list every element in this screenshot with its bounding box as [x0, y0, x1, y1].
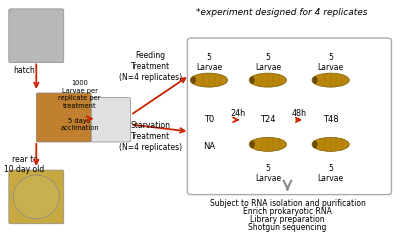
Text: T24: T24: [260, 115, 276, 124]
Text: 5
Larvae: 5 Larvae: [255, 53, 281, 72]
Ellipse shape: [191, 76, 196, 84]
Text: Starvation
Treatment
(N=4 replicates): Starvation Treatment (N=4 replicates): [118, 121, 182, 152]
Text: 1000
Larvae per
replicate per
treatment

5 days
acclimation: 1000 Larvae per replicate per treatment …: [58, 80, 101, 131]
Ellipse shape: [250, 139, 264, 149]
Text: Library preparation: Library preparation: [250, 215, 325, 224]
Text: NA: NA: [203, 142, 215, 151]
Ellipse shape: [312, 139, 326, 149]
FancyBboxPatch shape: [9, 9, 64, 63]
Text: Subject to RNA isolation and purification: Subject to RNA isolation and purificatio…: [210, 200, 365, 208]
Text: 48h: 48h: [292, 110, 307, 118]
Ellipse shape: [249, 137, 286, 151]
Ellipse shape: [190, 73, 228, 87]
Ellipse shape: [13, 175, 59, 219]
Ellipse shape: [312, 73, 349, 87]
Text: *experiment designed for 4 replicates: *experiment designed for 4 replicates: [196, 8, 367, 17]
Ellipse shape: [250, 141, 255, 148]
Text: 5
Larvae: 5 Larvae: [255, 164, 281, 183]
Text: 5
Larvae: 5 Larvae: [318, 164, 344, 183]
Ellipse shape: [191, 75, 205, 85]
Text: 5
Larvae: 5 Larvae: [196, 53, 222, 72]
FancyBboxPatch shape: [91, 98, 130, 142]
FancyBboxPatch shape: [9, 170, 64, 224]
Text: T0: T0: [204, 115, 214, 124]
Ellipse shape: [312, 137, 349, 151]
Ellipse shape: [312, 76, 318, 84]
Ellipse shape: [312, 141, 318, 148]
Text: 24h: 24h: [231, 110, 246, 118]
Text: rear to
10 day old: rear to 10 day old: [4, 155, 45, 174]
Text: 5
Larvae: 5 Larvae: [318, 53, 344, 72]
Text: Enrich prokaryotic RNA: Enrich prokaryotic RNA: [243, 207, 332, 216]
Text: hatch: hatch: [14, 66, 36, 75]
Ellipse shape: [249, 73, 286, 87]
FancyBboxPatch shape: [36, 93, 91, 142]
FancyBboxPatch shape: [187, 38, 392, 195]
Text: Feeding
Treatment
(N=4 replicates): Feeding Treatment (N=4 replicates): [118, 51, 182, 82]
Text: T48: T48: [323, 115, 338, 124]
Ellipse shape: [312, 75, 326, 85]
Ellipse shape: [250, 76, 255, 84]
Text: Shotgun sequencing: Shotgun sequencing: [248, 223, 327, 231]
Ellipse shape: [250, 75, 264, 85]
